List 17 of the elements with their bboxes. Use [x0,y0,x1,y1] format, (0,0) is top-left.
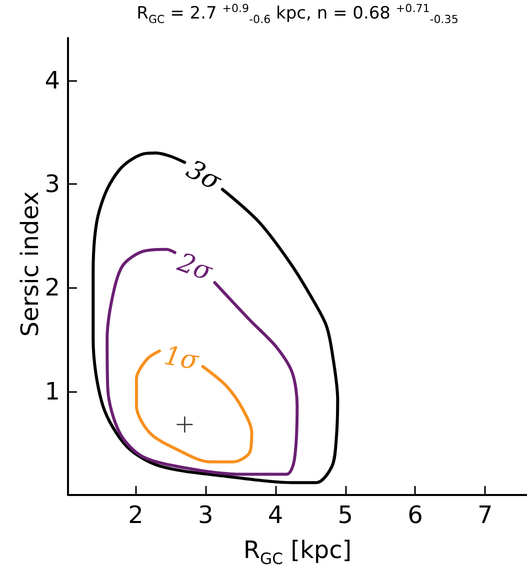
annotation: 3σ [181,154,227,198]
annotation: 1σ [162,340,202,377]
x-tick-label: 6 [408,501,423,529]
x-tick-label: 3 [198,501,214,529]
line-series [92,152,340,484]
y-tick-label: 3 [44,170,60,198]
line-series [106,248,299,476]
annotation: 2σ [172,247,218,288]
x-tick-label: 5 [338,501,353,529]
y-tick-label: 2 [44,274,60,302]
x-axis-title: R$_{GC}$ [kpc] [242,536,353,568]
y-tick-label: 1 [44,377,60,406]
x-tick-label: 2 [128,501,144,529]
y-axis-title: Sersic index [16,190,44,339]
x-tick-label: 7 [477,501,493,529]
y-tick-label: 4 [44,66,60,94]
x-tick-label: 4 [268,501,284,529]
